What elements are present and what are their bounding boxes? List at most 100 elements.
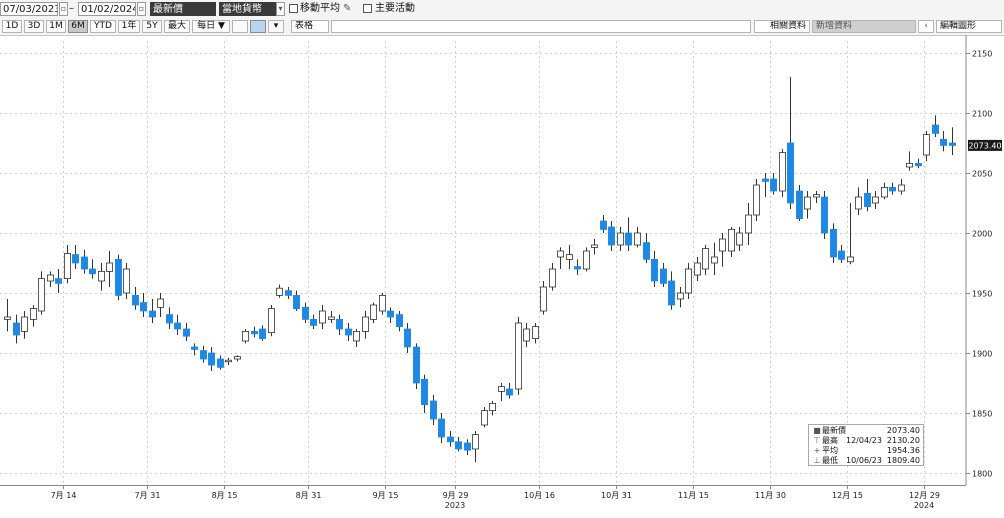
candle-body-down: [293, 294, 300, 309]
candle: [745, 203, 752, 245]
candle: [251, 326, 258, 338]
candle-body-up: [106, 262, 113, 272]
start-date-input[interactable]: 07/03/2023: [0, 2, 58, 16]
candle-body-down: [455, 441, 462, 450]
period-button[interactable]: 3D: [24, 20, 44, 33]
candle-body-up: [753, 184, 760, 216]
candle: [132, 287, 139, 310]
average-marker-icon: +: [813, 446, 821, 455]
candle-body-up: [472, 434, 479, 450]
legend-row-last: ■ 最新價 2073.40: [813, 426, 920, 435]
candle: [872, 191, 879, 209]
candle-body-down: [762, 178, 769, 182]
candle: [302, 302, 309, 323]
candle-body-up: [123, 268, 130, 294]
y-axis: 1800 1850 1900 1950 2000 2050 2100 2150: [965, 35, 992, 485]
period-button[interactable]: 1M: [46, 20, 66, 33]
candle-body-down: [625, 232, 632, 246]
candle-body-up: [498, 386, 505, 392]
candlestick-icon[interactable]: [250, 20, 266, 33]
chart-title-field[interactable]: [331, 20, 751, 33]
candle: [753, 179, 760, 221]
candle-body-up: [923, 134, 930, 156]
candle-body-up: [276, 287, 283, 296]
chart-type-dropdown-icon[interactable]: ▾: [268, 20, 284, 33]
back-icon[interactable]: ‹: [918, 20, 934, 33]
candle-body-down: [668, 280, 675, 306]
candle: [949, 127, 956, 155]
x-tick-label: 10月 31: [601, 491, 632, 500]
candle-body-up: [47, 274, 54, 282]
candle-body-up: [532, 326, 539, 340]
currency-select[interactable]: 當地貨幣: [219, 2, 277, 16]
period-button-active[interactable]: 6M: [68, 20, 88, 33]
candle-body-down: [608, 226, 615, 246]
candle: [660, 263, 667, 287]
candle: [370, 302, 377, 323]
candle-body-down: [421, 378, 428, 405]
events-checkbox[interactable]: [363, 4, 372, 13]
moving-average-checkbox[interactable]: [289, 4, 298, 13]
candle-body-up: [872, 196, 879, 204]
period-button[interactable]: 5Y: [142, 20, 162, 33]
table-button[interactable]: 表格: [291, 20, 329, 33]
candle-body-down: [310, 318, 317, 326]
pencil-icon[interactable]: ✎: [343, 3, 352, 14]
candle-body-up: [38, 278, 45, 312]
candle-body-up: [515, 322, 522, 390]
x-tick-label: 12月 29: [909, 491, 940, 500]
candle: [830, 223, 837, 263]
candle-body-up: [481, 410, 488, 426]
candle-body-down: [447, 436, 454, 443]
end-date-input[interactable]: 01/02/2024: [78, 2, 136, 16]
currency-dropdown-icon[interactable]: ▾: [276, 2, 285, 16]
x-axis: 7月 14 7月 31 8月 15 8月 31 9月 15 9月 29 10月 16 10月 …: [0, 485, 966, 510]
candle: [847, 203, 854, 265]
candle-body-up: [898, 184, 905, 192]
candle: [677, 287, 684, 308]
candle: [515, 317, 522, 395]
candle: [694, 257, 701, 281]
candle: [13, 314, 20, 344]
candle: [906, 151, 913, 171]
candle: [200, 345, 207, 363]
candle: [21, 311, 28, 339]
candle: [438, 413, 445, 443]
end-calendar-icon[interactable]: ▫: [137, 2, 146, 16]
last-price-value: 2073.40: [968, 141, 1001, 150]
edit-chart-button[interactable]: 編輯圖形: [936, 20, 1002, 33]
related-data-select[interactable]: 相關資料: [754, 20, 810, 33]
candle: [481, 407, 488, 428]
candle: [106, 251, 113, 287]
candle-body-down: [285, 290, 292, 296]
candle-body-up: [634, 232, 641, 246]
candle: [787, 77, 794, 209]
candle-body-up: [362, 316, 369, 332]
period-button[interactable]: 最大: [164, 20, 190, 33]
price-select[interactable]: 最新價: [150, 2, 216, 16]
candle-body-down: [413, 346, 420, 384]
candle: [430, 395, 437, 425]
frequency-select[interactable]: 每日 ▼: [192, 20, 230, 33]
candle-body-down: [387, 310, 394, 318]
start-calendar-icon[interactable]: ▫: [59, 2, 68, 16]
period-button[interactable]: 1年: [118, 20, 140, 33]
candle-body-down: [396, 314, 403, 328]
candle: [506, 383, 513, 399]
period-button[interactable]: YTD: [90, 20, 116, 33]
candle-body-down: [13, 322, 20, 336]
candle: [608, 221, 615, 251]
period-button[interactable]: 1D: [2, 20, 22, 33]
candle: [362, 311, 369, 339]
candle: [804, 191, 811, 219]
candle: [328, 311, 335, 323]
x-tick-label: 10月 16: [524, 491, 555, 500]
square-icon: ■: [813, 426, 821, 435]
candle-body-up: [591, 244, 598, 248]
candle-body-down: [464, 442, 471, 451]
line-chart-icon[interactable]: [232, 20, 248, 33]
candle: [98, 263, 105, 291]
new-data-input[interactable]: 新增資料: [812, 20, 916, 33]
candle-body-down: [81, 256, 88, 270]
candle-body-down: [55, 278, 62, 284]
